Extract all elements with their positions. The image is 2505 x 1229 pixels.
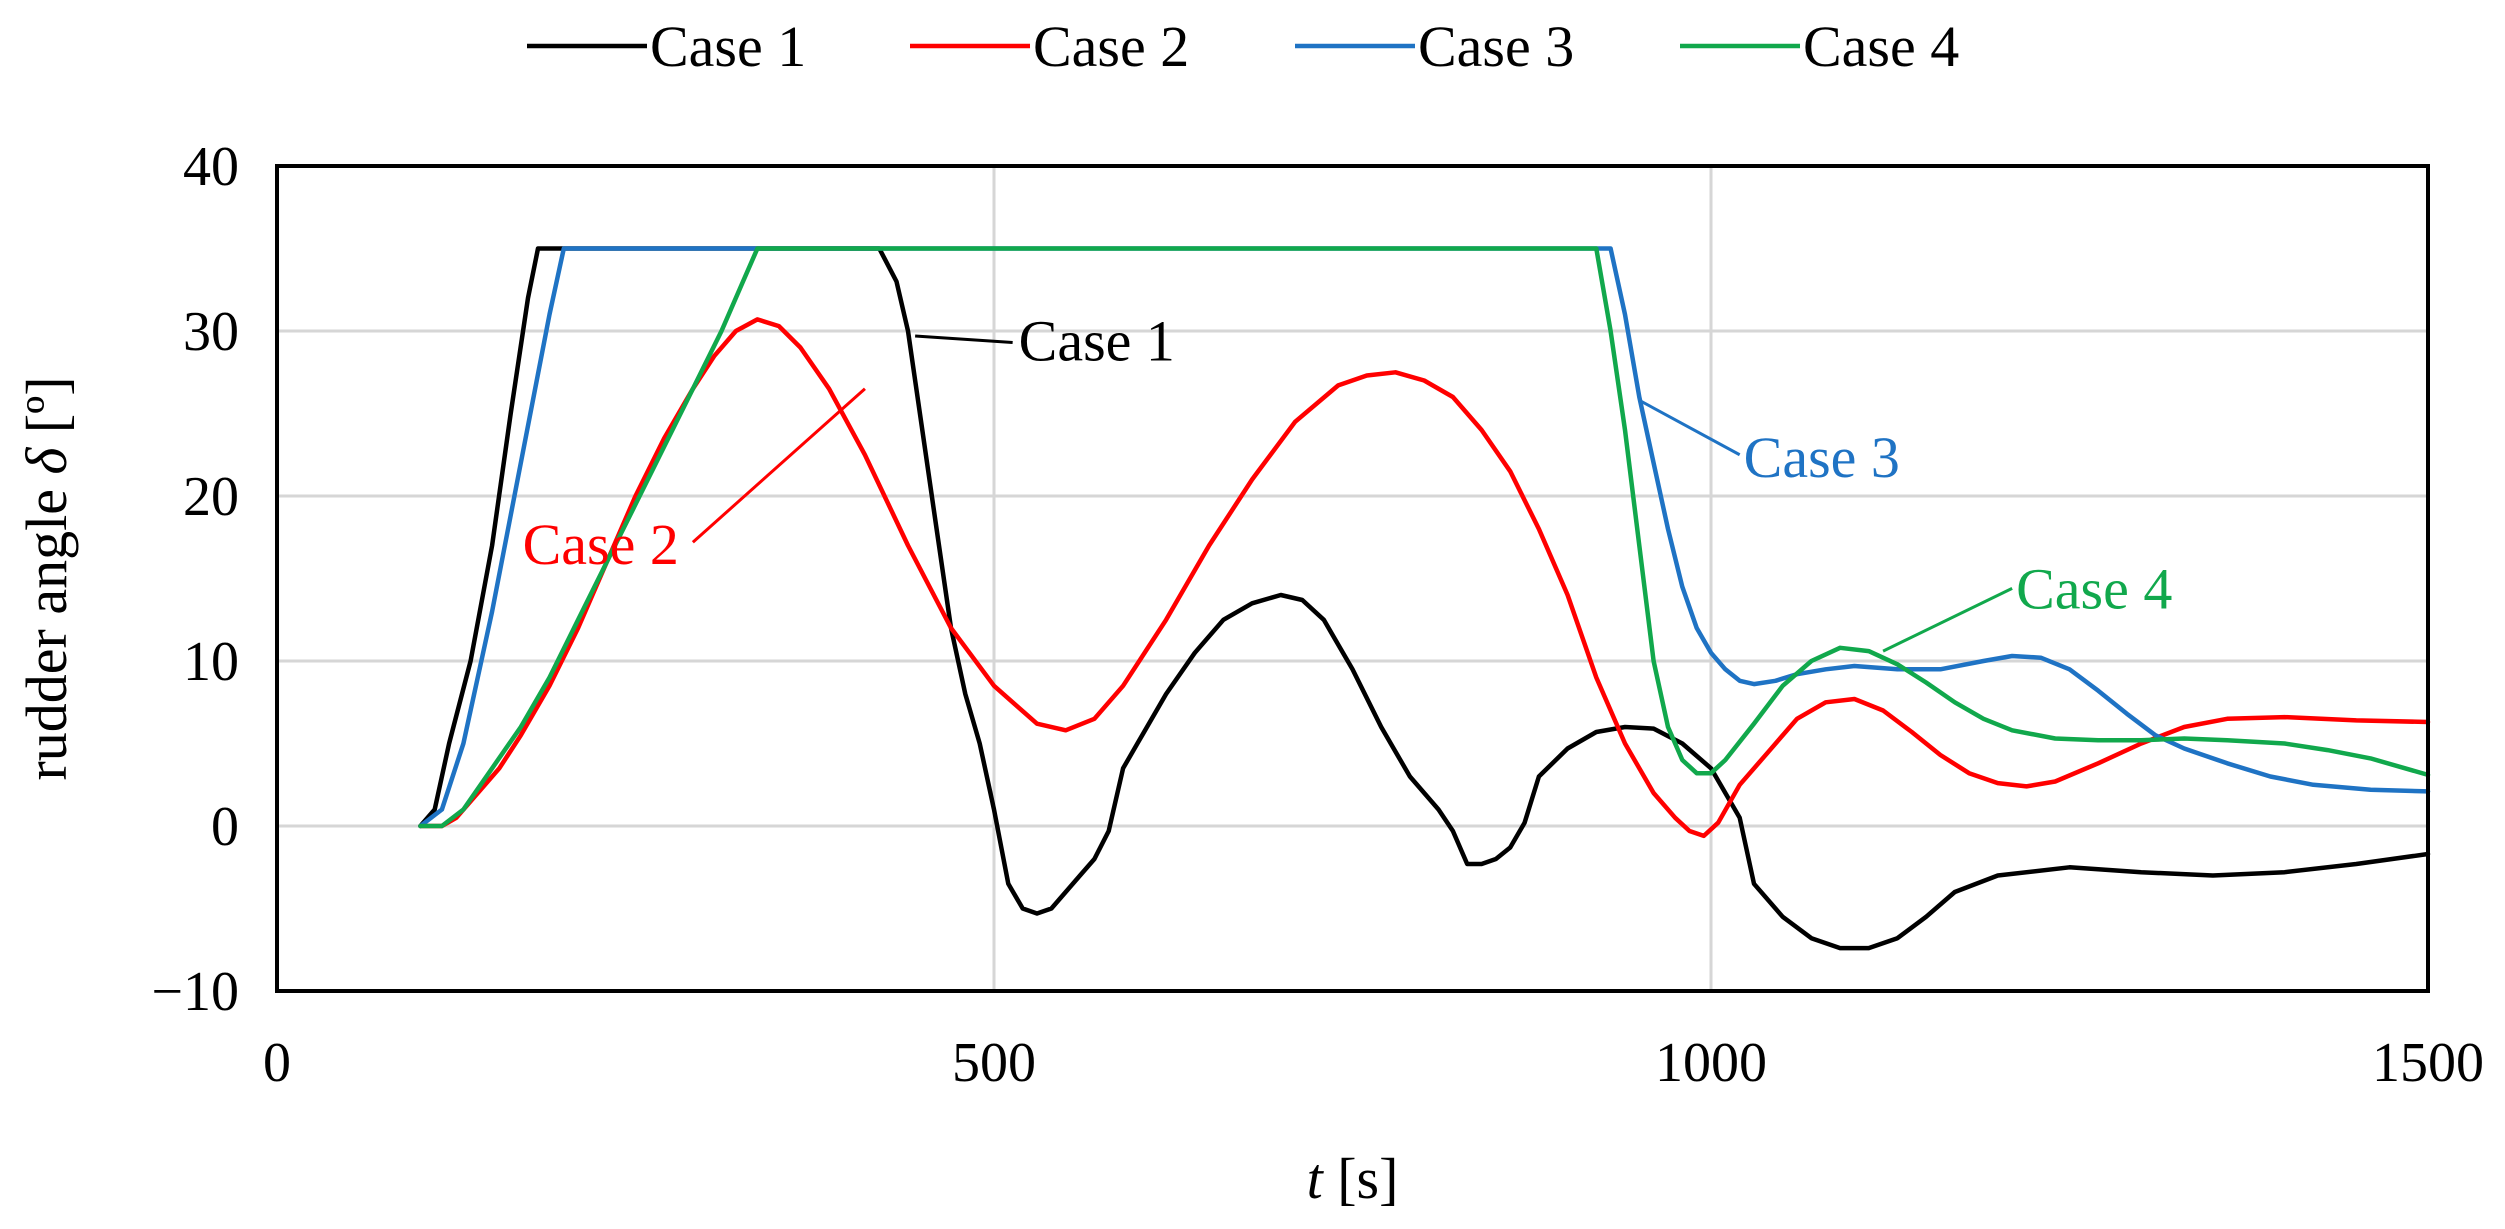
- x-tick-label: 1000: [1655, 1032, 1767, 1094]
- y-axis-label-symbol: δ: [14, 447, 79, 475]
- series-line-case-4: [418, 246, 2431, 829]
- x-axis-label-unit: [s]: [1323, 1146, 1399, 1211]
- tick-labels: −10 0 10 20 30 40 0 500 1000 1500: [151, 136, 2484, 1094]
- annotation-leader-case-3: [1638, 398, 1741, 457]
- annotation-label-case-2: Case 2: [523, 512, 679, 577]
- x-axis-label: t [s]: [1307, 1146, 1399, 1211]
- y-tick-label: 0: [211, 796, 239, 858]
- y-tick-label: 40: [183, 136, 239, 198]
- plot-area-frame: [275, 164, 2430, 993]
- x-tick-label: 500: [952, 1032, 1036, 1094]
- annotation-leader-case-2: [691, 387, 866, 544]
- annotation-label-case-1: Case 1: [1019, 309, 1175, 374]
- y-axis-label-text: rudder angle: [14, 475, 79, 781]
- series-annotations: Case 1 Case 2 Case 3 Case 4: [523, 309, 2172, 653]
- x-tick-label: 0: [263, 1032, 291, 1094]
- legend-label-case-2: Case 2: [1033, 14, 1189, 79]
- series-line-case-3: [418, 246, 2431, 829]
- legend-label-case-1: Case 1: [650, 14, 806, 79]
- annotation-leader-case-4: [1882, 587, 2013, 653]
- legend-label-case-3: Case 3: [1418, 14, 1574, 79]
- annotation-label-case-3: Case 3: [1744, 425, 1900, 490]
- x-axis-label-symbol: t: [1307, 1146, 1325, 1211]
- y-tick-label: 30: [183, 301, 239, 363]
- y-axis-label-unit: [º]: [14, 376, 79, 447]
- legend: Case 1 Case 2 Case 3 Case 4: [527, 14, 1959, 79]
- legend-label-case-4: Case 4: [1803, 14, 1959, 79]
- y-axis-label: rudder angle δ [º]: [14, 376, 79, 780]
- series-line-case-1: [418, 246, 2431, 951]
- x-tick-label: 1500: [2372, 1032, 2484, 1094]
- y-tick-label: 20: [183, 466, 239, 528]
- annotation-label-case-4: Case 4: [2016, 556, 2172, 621]
- y-tick-label: −10: [151, 961, 239, 1023]
- y-tick-label: 10: [183, 631, 239, 693]
- annotation-leader-case-1: [915, 334, 1013, 345]
- series-lines: [418, 246, 2431, 951]
